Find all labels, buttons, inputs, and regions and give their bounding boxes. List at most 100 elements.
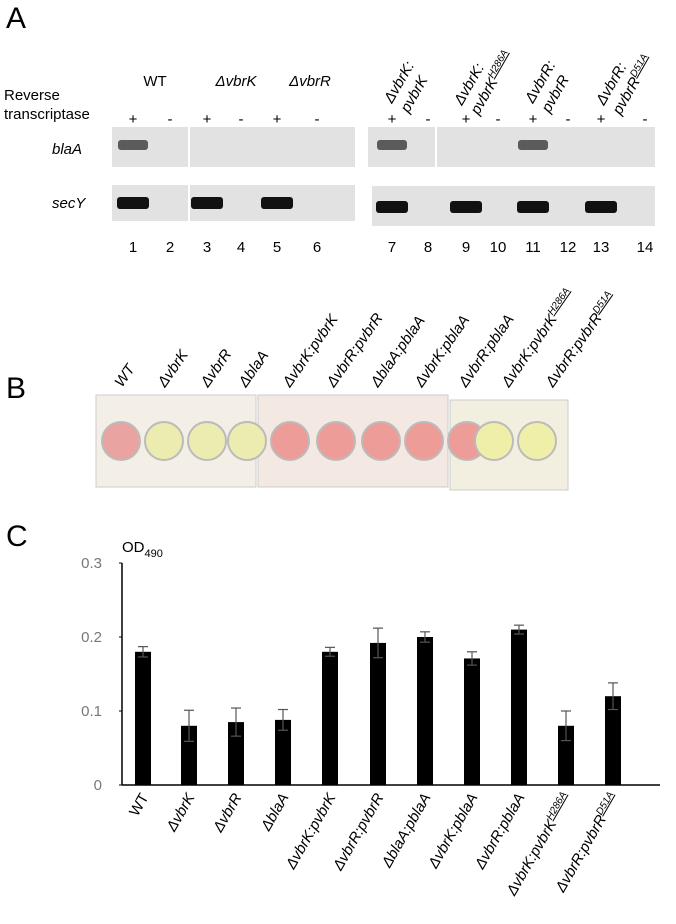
x-tick-label-main: ΔvbrR:pvbrR [552, 812, 610, 896]
well [361, 421, 401, 461]
bar [464, 658, 480, 785]
y-axis-label-sub: 490 [145, 548, 163, 560]
well [144, 421, 184, 461]
lane-number: 9 [462, 239, 470, 256]
x-tick-label: ΔblaA [257, 791, 292, 835]
rt-sign: + [529, 111, 538, 128]
error-bar [467, 651, 477, 666]
x-tick-label: ΔvbrR [209, 790, 245, 836]
band [376, 201, 408, 213]
group-label: ΔvbrR:pvbrR [521, 58, 576, 117]
x-tick-label: ΔvbrK [163, 790, 199, 836]
group-label-sup: H286A [486, 48, 511, 80]
panel-letter: B [6, 372, 26, 405]
lane-number: 14 [637, 239, 654, 256]
x-tick-label-main: ΔvbrK [163, 790, 199, 836]
band [377, 140, 407, 150]
bar [228, 722, 244, 785]
band [450, 201, 482, 213]
row-label: blaA [52, 141, 82, 158]
lane-number: 11 [525, 239, 541, 256]
well [316, 421, 356, 461]
group-label: ΔvbrK:pvbrKH286A [450, 39, 517, 119]
y-tick-label: 0.3 [81, 555, 102, 572]
error-bar [184, 709, 194, 742]
gel [190, 127, 355, 167]
group-label: ΔvbrR [288, 73, 331, 90]
x-tick-label: WT [126, 791, 152, 820]
error-bar [561, 710, 571, 742]
lane-number: 3 [203, 239, 211, 256]
bar [135, 651, 151, 785]
rt-sign: - [315, 111, 320, 128]
well [474, 421, 514, 461]
bar [417, 637, 433, 785]
strain-label: WT [111, 360, 139, 390]
y-axis-label-main: OD [122, 539, 145, 556]
lane-number: 5 [273, 239, 281, 256]
error-bar [608, 682, 618, 711]
rt-sign: + [462, 111, 471, 128]
strain-label: ΔblaA [235, 348, 272, 391]
error-bar [514, 624, 524, 635]
x-tick-label-main: ΔvbrR [209, 790, 245, 836]
bar [370, 642, 386, 785]
well [404, 421, 444, 461]
strain-label: ΔvbrK [154, 346, 193, 391]
rt-label: Reverse [4, 87, 60, 104]
band [518, 140, 548, 150]
band [191, 197, 223, 209]
rt-sign: + [129, 111, 138, 128]
band [517, 201, 549, 213]
rt-sign: - [168, 111, 173, 128]
strain-label-sup: H286A [546, 286, 573, 318]
rt-label: transcriptase [4, 106, 90, 123]
error-bar [138, 646, 148, 658]
rt-sign: + [597, 111, 606, 128]
group-label: ΔvbrR:pvbrRD51A [592, 43, 656, 118]
rt-sign: - [239, 111, 244, 128]
group-label: WT [143, 73, 166, 90]
lane-number: 13 [593, 239, 610, 256]
band [117, 197, 149, 209]
band [585, 201, 617, 213]
strain-label-main: WT [111, 360, 139, 390]
rt-sign: + [273, 111, 282, 128]
strain-label: ΔvbrR [197, 346, 236, 391]
rt-sign: - [496, 111, 501, 128]
y-tick-label: 0.2 [81, 629, 102, 646]
well [187, 421, 227, 461]
rt-sign: + [388, 111, 397, 128]
error-bar [231, 707, 241, 737]
rt-sign: - [643, 111, 648, 128]
bar [605, 696, 621, 785]
strain-label-main: ΔvbrK [154, 346, 193, 391]
x-tick-label-main: WT [126, 791, 152, 820]
error-bar [373, 627, 383, 659]
y-tick-label: 0.1 [81, 703, 102, 720]
rt-sign: + [203, 111, 212, 128]
lane-number: 2 [166, 239, 174, 256]
bar [181, 725, 197, 785]
x-tick-label-main: ΔblaA [257, 791, 292, 835]
y-tick-label: 0 [94, 777, 102, 794]
lane-number: 7 [388, 239, 396, 256]
error-bar [278, 708, 288, 731]
lane-number: 8 [424, 239, 432, 256]
panel-letter: C [6, 520, 28, 553]
strain-label-sup: D51A [591, 289, 615, 316]
band [118, 140, 148, 150]
y-axis-label: OD490 [122, 539, 163, 560]
strain-label-main: ΔblaA [235, 348, 272, 391]
lane-number: 6 [313, 239, 321, 256]
group-label: ΔvbrK:pvbrK [380, 58, 434, 116]
bar [511, 629, 527, 785]
lane-number: 1 [129, 239, 137, 256]
lane-number: 10 [490, 239, 507, 256]
error-bar [420, 631, 430, 643]
well [227, 421, 267, 461]
x-tick-label-sup: H286A [545, 790, 570, 822]
bar [275, 719, 291, 785]
group-label-sup: D51A [628, 52, 650, 79]
